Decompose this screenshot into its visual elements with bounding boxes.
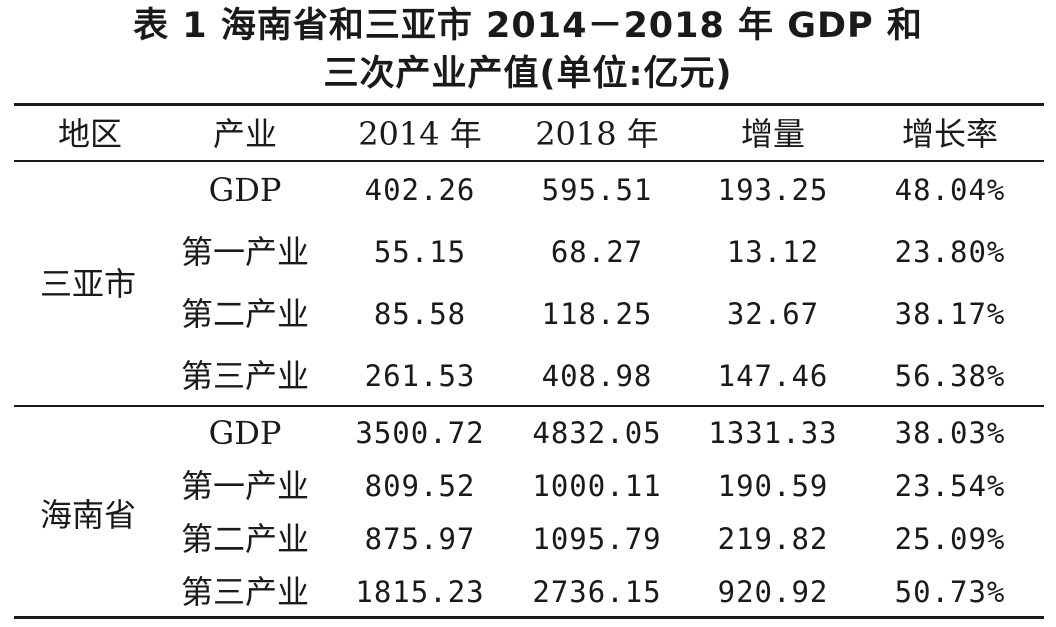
row-rate: 23.54% — [894, 469, 1006, 503]
row-2018: 1000.11 — [532, 469, 662, 503]
row-rate: 48.04% — [894, 173, 1006, 207]
region-sanya: 三亚市 — [39, 265, 137, 303]
row-2018: 2736.15 — [532, 575, 662, 609]
row-increase: 147.46 — [717, 359, 829, 393]
header-increase: 增量 — [740, 115, 806, 153]
row-2018: 118.25 — [541, 297, 653, 331]
table-title-line1: 表 1 海南省和三亚市 2014－2018 年 GDP 和 — [133, 6, 923, 46]
row-industry: GDP — [208, 171, 282, 209]
row-rate: 38.03% — [894, 416, 1006, 450]
header-growth-rate: 增长率 — [901, 115, 999, 153]
row-increase: 193.25 — [717, 173, 829, 207]
row-industry: 第二产业 — [180, 295, 310, 333]
row-increase: 920.92 — [717, 575, 829, 609]
row-rate: 56.38% — [894, 359, 1006, 393]
header-region: 地区 — [57, 115, 123, 153]
table-title-line2: 三次产业产值(单位:亿元) — [323, 54, 733, 94]
row-2018: 4832.05 — [532, 416, 662, 450]
bottom-rule — [14, 616, 1044, 619]
row-industry: 第三产业 — [180, 573, 310, 611]
row-2018: 408.98 — [541, 359, 653, 393]
row-increase: 13.12 — [726, 235, 820, 269]
row-2014: 261.53 — [364, 359, 476, 393]
top-rule — [14, 103, 1044, 106]
row-industry: 第一产业 — [180, 467, 310, 505]
row-2014: 3500.72 — [355, 416, 485, 450]
row-2014: 809.52 — [364, 469, 476, 503]
row-2014: 85.58 — [373, 297, 467, 331]
row-industry: 第三产业 — [180, 357, 310, 395]
header-rule — [14, 160, 1044, 162]
row-2014: 402.26 — [364, 173, 476, 207]
header-2014: 2014 年 — [358, 115, 482, 153]
row-rate: 50.73% — [894, 575, 1006, 609]
row-industry: 第二产业 — [180, 520, 310, 558]
header-industry: 产业 — [212, 115, 278, 153]
row-increase: 32.67 — [726, 297, 820, 331]
region-hainan: 海南省 — [39, 496, 137, 534]
row-increase: 1331.33 — [708, 416, 838, 450]
row-2014: 1815.23 — [355, 575, 485, 609]
header-2018: 2018 年 — [535, 115, 659, 153]
row-2018: 595.51 — [541, 173, 653, 207]
row-industry: GDP — [208, 414, 282, 452]
row-rate: 38.17% — [894, 297, 1006, 331]
row-rate: 23.80% — [894, 235, 1006, 269]
row-2018: 68.27 — [550, 235, 644, 269]
row-2014: 875.97 — [364, 522, 476, 556]
row-2018: 1095.79 — [532, 522, 662, 556]
group-divider-rule — [14, 405, 1044, 407]
row-industry: 第一产业 — [180, 233, 310, 271]
row-rate: 25.09% — [894, 522, 1006, 556]
row-increase: 219.82 — [717, 522, 829, 556]
row-2014: 55.15 — [373, 235, 467, 269]
row-increase: 190.59 — [717, 469, 829, 503]
